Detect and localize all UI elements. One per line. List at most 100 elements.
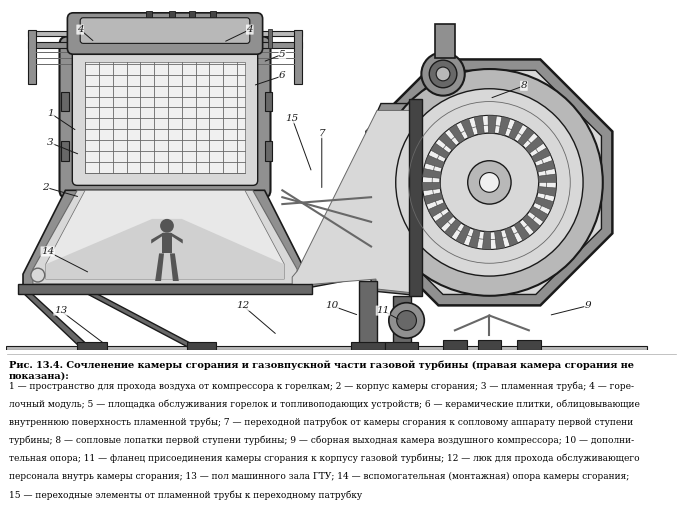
- Bar: [18, 284, 312, 294]
- Circle shape: [376, 69, 603, 296]
- Text: лочный модуль; 5 — площадка обслуживания горелок и топливоподающих устройств; 6 : лочный модуль; 5 — площадка обслуживания…: [9, 399, 640, 409]
- Polygon shape: [24, 294, 93, 350]
- Bar: [169, 11, 175, 31]
- Text: 15: 15: [285, 114, 299, 123]
- Bar: [85, 29, 90, 49]
- Polygon shape: [424, 193, 443, 204]
- Circle shape: [395, 89, 583, 276]
- Bar: [77, 342, 107, 350]
- Text: Рис. 13.4. Сочленение камеры сгорания и газовпускной части газовой турбины (прав: Рис. 13.4. Сочленение камеры сгорания и …: [9, 361, 634, 380]
- Text: турбины; 8 — сопловые лопатки первой ступени турбины; 9 — сборная выходная камер: турбины; 8 — сопловые лопатки первой сту…: [9, 436, 634, 445]
- Bar: [210, 11, 217, 31]
- Polygon shape: [23, 190, 307, 289]
- Polygon shape: [449, 124, 464, 143]
- Circle shape: [397, 311, 417, 330]
- Polygon shape: [155, 253, 164, 281]
- Circle shape: [421, 52, 464, 96]
- Circle shape: [160, 219, 174, 233]
- Polygon shape: [505, 227, 518, 246]
- Text: тельная опора; 11 — фланец присоединения камеры сгорания к корпусу газовой турби: тельная опора; 11 — фланец присоединения…: [9, 454, 639, 463]
- Polygon shape: [494, 230, 505, 249]
- Bar: [264, 141, 273, 161]
- Polygon shape: [423, 169, 441, 178]
- Polygon shape: [509, 121, 523, 140]
- Polygon shape: [518, 127, 534, 146]
- Polygon shape: [431, 143, 449, 158]
- Polygon shape: [151, 233, 183, 244]
- Text: 1 — пространство для прохода воздуха от компрессора к горелкам; 2 — корпус камер: 1 — пространство для прохода воздуха от …: [9, 381, 634, 390]
- Text: 8: 8: [520, 81, 527, 90]
- Bar: [268, 29, 273, 49]
- Bar: [61, 91, 70, 111]
- Circle shape: [440, 133, 539, 231]
- Polygon shape: [292, 110, 413, 293]
- Bar: [393, 296, 410, 350]
- FancyBboxPatch shape: [80, 18, 250, 43]
- Text: 11: 11: [376, 306, 389, 315]
- Bar: [517, 340, 541, 350]
- Polygon shape: [461, 119, 474, 138]
- FancyBboxPatch shape: [72, 49, 257, 185]
- Bar: [477, 340, 501, 350]
- Text: 9: 9: [585, 301, 591, 310]
- Polygon shape: [531, 148, 550, 162]
- Polygon shape: [428, 202, 447, 217]
- Bar: [189, 11, 195, 31]
- Text: 4: 4: [247, 25, 253, 34]
- Polygon shape: [538, 174, 557, 182]
- Polygon shape: [482, 231, 491, 249]
- Bar: [435, 24, 455, 58]
- Bar: [120, 29, 124, 49]
- Bar: [186, 342, 217, 350]
- Polygon shape: [46, 190, 284, 279]
- Bar: [443, 340, 466, 350]
- Bar: [146, 11, 152, 31]
- Polygon shape: [536, 160, 555, 172]
- Polygon shape: [474, 115, 484, 134]
- Bar: [233, 29, 238, 49]
- Text: 13: 13: [54, 306, 67, 315]
- Bar: [6, 346, 647, 350]
- Polygon shape: [529, 206, 548, 222]
- Circle shape: [429, 60, 457, 88]
- Bar: [359, 281, 377, 350]
- Polygon shape: [488, 115, 497, 133]
- Polygon shape: [534, 197, 554, 210]
- Polygon shape: [525, 136, 544, 153]
- Circle shape: [31, 268, 44, 282]
- Bar: [264, 91, 273, 111]
- Circle shape: [436, 67, 450, 81]
- Circle shape: [422, 115, 557, 249]
- Polygon shape: [46, 219, 284, 279]
- FancyBboxPatch shape: [68, 13, 263, 54]
- Bar: [85, 62, 245, 173]
- Polygon shape: [33, 190, 297, 284]
- Polygon shape: [377, 71, 602, 294]
- Polygon shape: [514, 222, 530, 241]
- Text: персонала внутрь камеры сгорания; 13 — пол машинного зала ГТУ; 14 — вспомогатель: персонала внутрь камеры сгорания; 13 — п…: [9, 472, 629, 481]
- Circle shape: [389, 303, 424, 338]
- Polygon shape: [87, 294, 204, 350]
- Polygon shape: [366, 59, 613, 306]
- Polygon shape: [538, 187, 556, 196]
- Bar: [385, 342, 419, 350]
- Text: 7: 7: [318, 129, 325, 137]
- Text: внутреннюю поверхность пламенной трубы; 7 — переходной патрубок от камеры сгоран: внутреннюю поверхность пламенной трубы; …: [9, 417, 633, 427]
- Polygon shape: [445, 219, 461, 238]
- Text: 3: 3: [47, 138, 54, 148]
- Polygon shape: [426, 155, 445, 168]
- Text: 10: 10: [325, 301, 338, 310]
- Bar: [294, 30, 302, 84]
- Text: 2: 2: [42, 183, 49, 192]
- Bar: [159, 29, 164, 49]
- Text: 1: 1: [47, 109, 54, 118]
- Bar: [28, 31, 302, 36]
- Bar: [28, 30, 36, 84]
- Polygon shape: [499, 117, 510, 135]
- Polygon shape: [435, 212, 454, 228]
- Polygon shape: [456, 225, 471, 244]
- Polygon shape: [422, 182, 441, 191]
- Text: 6: 6: [279, 72, 285, 80]
- Bar: [61, 141, 70, 161]
- Bar: [28, 42, 302, 49]
